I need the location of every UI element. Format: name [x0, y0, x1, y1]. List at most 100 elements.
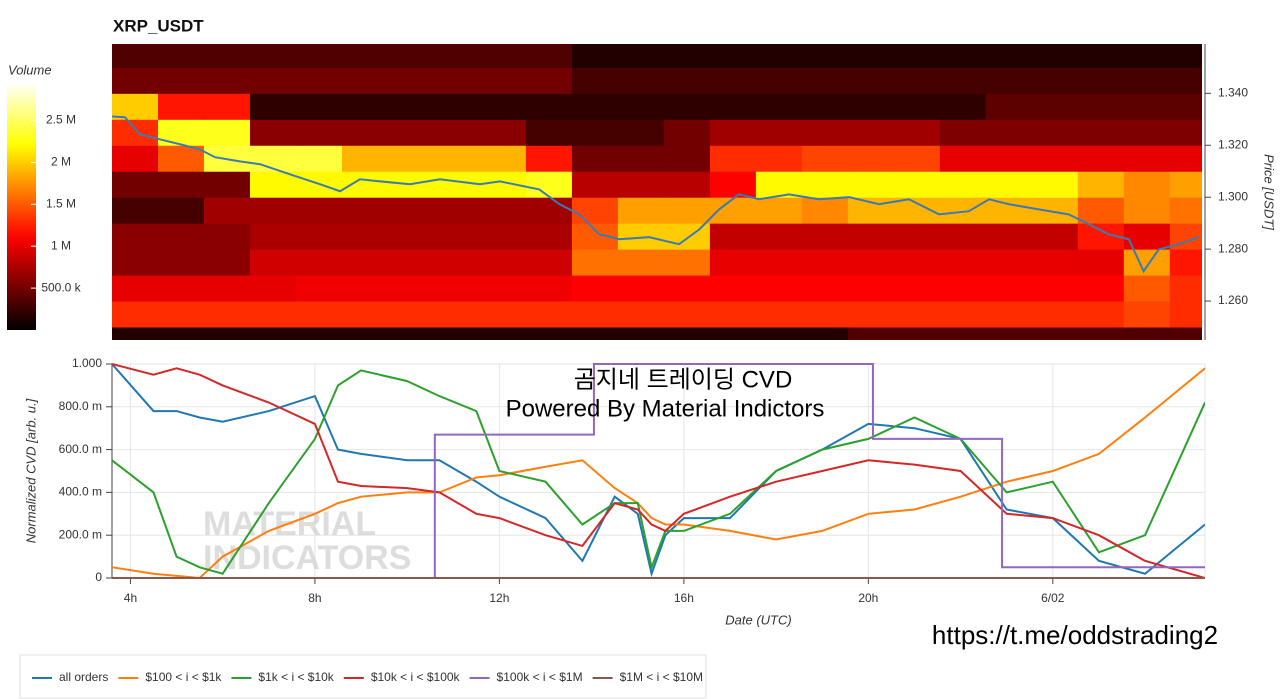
heatmap-cell: [525, 67, 573, 94]
heatmap-cell: [387, 197, 435, 224]
heatmap-cell: [663, 44, 711, 68]
heatmap-cell: [341, 171, 389, 198]
heatmap-cell: [939, 145, 987, 172]
x-tick-label: 8h: [308, 591, 321, 605]
heatmap-cell: [847, 197, 895, 224]
annotation: Powered By Material Indictors: [506, 395, 825, 422]
heatmap-cell: [801, 67, 849, 94]
heatmap-cells: [112, 44, 1202, 340]
legend-label: $1k < i < $10k: [258, 670, 334, 684]
heatmap-cell: [203, 119, 251, 146]
heatmap-cell: [1169, 197, 1202, 224]
heatmap-cell: [709, 301, 757, 328]
heatmap-cell: [1123, 197, 1171, 224]
heatmap-cell: [203, 301, 251, 328]
heatmap-cell: [617, 171, 665, 198]
heatmap-cell: [433, 44, 481, 68]
heatmap-cell: [433, 145, 481, 172]
heatmap-cell: [801, 301, 849, 328]
heatmap-cell: [341, 44, 389, 68]
heatmap-cell: [1123, 44, 1171, 68]
plot-area: [111, 363, 1206, 579]
heatmap-cell: [112, 223, 159, 250]
x-tick-label: 20h: [858, 591, 878, 605]
heatmap-cell: [709, 171, 757, 198]
watermark: INDICATORS: [203, 539, 411, 577]
colorbar-label: Volume: [8, 62, 52, 77]
heatmap-cell: [1169, 249, 1202, 276]
heatmap-cell: [387, 327, 435, 340]
heatmap-cell: [1077, 145, 1125, 172]
heatmap-cell: [341, 223, 389, 250]
heatmap-cell: [479, 197, 527, 224]
heatmap-cell: [1077, 197, 1125, 224]
heatmap-cell: [847, 327, 895, 340]
heatmap-cell: [1031, 301, 1079, 328]
x-axis-label: Date (UTC): [725, 612, 791, 627]
annotation: 곰지네 트레이딩 CVD: [574, 366, 793, 393]
heatmap-cell: [203, 327, 251, 340]
heatmap-cell: [985, 197, 1033, 224]
colorbar-tick-label: 2.5 M: [46, 113, 76, 127]
heatmap-cell: [663, 327, 711, 340]
heatmap-cell: [157, 249, 205, 276]
heatmap-cell: [157, 301, 205, 328]
heatmap-cell: [755, 119, 803, 146]
y-tick-label: 1.000: [72, 356, 102, 370]
heatmap-cell: [571, 171, 619, 198]
heatmap-cell: [663, 301, 711, 328]
heatmap-cell: [801, 223, 849, 250]
heatmap-cell: [249, 327, 297, 340]
heatmap-cell: [893, 275, 941, 302]
heatmap-cell: [341, 119, 389, 146]
heatmap-cell: [295, 44, 343, 68]
heatmap-cell: [112, 67, 159, 94]
heatmap-cell: [112, 197, 159, 224]
heatmap-cell: [479, 67, 527, 94]
heatmap-cell: [387, 44, 435, 68]
heatmap-cell: [525, 223, 573, 250]
heatmap-cell: [1077, 44, 1125, 68]
heatmap-cell: [525, 44, 573, 68]
heatmap-cell: [157, 44, 205, 68]
colorbar-tick-label: 500.0 k: [41, 280, 81, 294]
y-tick-label: 200.0 m: [59, 527, 102, 541]
heatmap-cell: [387, 119, 435, 146]
legend-box: [19, 654, 707, 699]
heatmap-cell: [157, 197, 205, 224]
heatmap-cell: [985, 327, 1033, 340]
heatmap-cell: [1031, 145, 1079, 172]
heatmap-cell: [709, 223, 757, 250]
heatmap-cell: [1031, 249, 1079, 276]
heatmap-cell: [1031, 223, 1079, 250]
x-tick-label: 12h: [489, 591, 509, 605]
heatmap-cell: [112, 301, 159, 328]
heatmap-cell: [525, 275, 573, 302]
x-tick-label: 6/02: [1041, 591, 1065, 605]
heatmap-cell: [249, 93, 297, 120]
heatmap-cell: [1123, 145, 1171, 172]
colorbar-tick-label: 1 M: [51, 238, 71, 252]
heatmap-cell: [939, 93, 987, 120]
heatmap-cell: [203, 275, 251, 302]
series-lines: [112, 363, 1205, 580]
heatmap-cell: [249, 145, 297, 172]
heatmap-cell: [112, 44, 159, 68]
heatmap-cell: [709, 44, 757, 68]
heatmap-cell: [709, 93, 757, 120]
heatmap-cell: [985, 249, 1033, 276]
heatmap-cell: [847, 67, 895, 94]
annotation: https://t.me/oddstrading2: [932, 620, 1218, 650]
heatmap-cell: [1031, 67, 1079, 94]
colorbar-tick-label: 1.5 M: [46, 196, 76, 210]
heatmap-cell: [893, 145, 941, 172]
heatmap-cell: [295, 67, 343, 94]
series-line: [112, 363, 1205, 579]
heatmap-cell: [571, 301, 619, 328]
heatmap-cell: [755, 93, 803, 120]
heatmap-cell: [893, 327, 941, 340]
heatmap-cell: [341, 301, 389, 328]
heatmap-cell: [1123, 67, 1171, 94]
heatmap-cell: [433, 93, 481, 120]
heatmap-cell: [617, 145, 665, 172]
